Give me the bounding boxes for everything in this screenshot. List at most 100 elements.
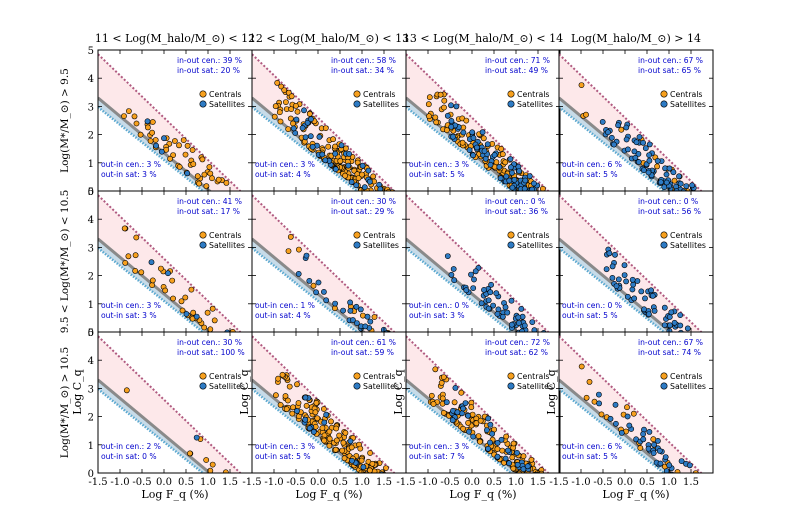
central-point xyxy=(441,97,448,104)
satellite-point xyxy=(485,415,492,422)
satellite-point xyxy=(507,164,514,171)
panel-r0-c0: in-out cen.: 39 %in-out sat.: 20 % out-in… xyxy=(88,46,253,198)
central-point xyxy=(203,457,210,463)
central-point xyxy=(194,173,201,180)
x-tick-label: -0.5 xyxy=(440,477,459,488)
y-tick-label: 1 xyxy=(88,441,94,452)
central-point xyxy=(322,125,329,132)
central-point xyxy=(149,119,156,125)
satellite-point xyxy=(349,317,356,323)
satellite-point xyxy=(466,147,473,153)
central-point xyxy=(341,455,348,462)
satellite-point xyxy=(302,416,309,423)
satellite-point xyxy=(353,320,360,326)
in-out-centrals-label: in-out cen.: 71 % xyxy=(485,56,550,65)
legend-label-satellites: Satellites xyxy=(209,241,245,250)
satellite-point xyxy=(499,313,506,320)
satellite-point xyxy=(514,449,520,456)
central-point xyxy=(371,314,378,320)
satellite-point xyxy=(641,306,647,313)
out-in-centrals-label: out-in cen.: 3 % xyxy=(101,301,161,310)
satellite-point xyxy=(640,431,646,437)
satellite-point xyxy=(471,276,477,283)
satellite-point xyxy=(678,458,685,464)
central-point xyxy=(277,118,284,125)
central-point xyxy=(189,147,196,153)
central-point xyxy=(170,152,176,158)
satellite-point xyxy=(606,250,613,257)
x-axis-label-2: Log F_q (%) xyxy=(295,488,362,501)
satellite-point xyxy=(524,463,531,470)
satellite-point xyxy=(353,182,360,189)
legend-marker-satellites xyxy=(353,100,361,108)
satellite-point xyxy=(634,278,641,284)
satellite-point xyxy=(612,251,618,258)
central-point xyxy=(460,425,466,432)
central-point xyxy=(272,103,279,110)
satellite-point xyxy=(470,152,476,159)
satellite-point xyxy=(526,173,533,179)
central-point xyxy=(314,415,321,422)
panel-r0-c2: in-out cen.: 71 %in-out sat.: 49 % out-in… xyxy=(405,49,561,192)
satellite-point xyxy=(519,328,525,332)
x-tick-label: 0.5 xyxy=(486,477,502,488)
satellite-point xyxy=(663,468,670,473)
satellite-point xyxy=(640,139,646,146)
central-point xyxy=(157,265,164,272)
y-tick-label: 4 xyxy=(88,356,94,367)
panel-frame xyxy=(405,331,561,474)
central-point xyxy=(390,496,395,501)
central-point xyxy=(521,190,525,191)
central-point xyxy=(162,287,169,294)
satellite-point xyxy=(465,412,471,419)
central-point xyxy=(310,282,317,289)
satellite-point xyxy=(633,139,640,146)
satellite-point xyxy=(663,179,670,186)
y-tick-label: 0 xyxy=(88,328,94,339)
satellite-point xyxy=(448,124,455,130)
legend-marker-satellites xyxy=(660,241,668,249)
satellite-point xyxy=(541,330,547,332)
satellite-point xyxy=(684,325,691,332)
satellite-point xyxy=(484,141,491,148)
legend-marker-satellites xyxy=(353,382,361,390)
satellite-point xyxy=(332,166,339,173)
satellite-point xyxy=(677,180,684,187)
central-point xyxy=(290,404,296,411)
central-point xyxy=(692,470,699,473)
panel-r0-c1: in-out cen.: 58 %in-out sat.: 34 % out-in… xyxy=(251,49,407,192)
legend-marker-centrals xyxy=(353,231,361,239)
central-point xyxy=(206,164,213,170)
satellite-point xyxy=(531,180,537,187)
panel-plot-area xyxy=(98,194,242,332)
y-tick-label: 3 xyxy=(88,384,94,395)
satellite-point xyxy=(516,320,522,326)
y-tick-label: 2 xyxy=(88,272,94,283)
panel-plot-area xyxy=(98,335,242,473)
central-point xyxy=(286,383,293,390)
panel-r1-c0: in-out cen.: 41 %in-out sat.: 17 % out-in… xyxy=(88,187,253,339)
central-point xyxy=(169,277,176,284)
legend-label-satellites: Satellites xyxy=(517,382,553,391)
central-point xyxy=(544,495,549,500)
satellite-point xyxy=(304,119,311,126)
in-out-centrals-label: in-out cen.: 0 % xyxy=(485,197,545,206)
satellite-point xyxy=(658,179,664,185)
panel-r2-c2: in-out cen.: 72 %in-out sat.: 62 % out-in… xyxy=(392,331,561,500)
central-point xyxy=(624,404,630,411)
y-tick-label: 5 xyxy=(88,328,94,339)
satellite-point xyxy=(646,141,653,148)
legend-marker-satellites xyxy=(507,382,515,390)
central-point xyxy=(425,101,432,108)
satellite-point xyxy=(518,305,525,312)
satellite-point xyxy=(346,150,352,157)
central-point xyxy=(326,435,333,442)
satellite-point xyxy=(347,307,354,314)
satellite-point xyxy=(299,125,306,131)
legend-label-centrals: Centrals xyxy=(363,90,395,99)
central-point xyxy=(439,395,446,402)
central-point xyxy=(287,233,294,240)
out-in-satellites-label: out-in sat: 5 % xyxy=(562,311,618,320)
satellite-point xyxy=(485,305,492,312)
satellite-point xyxy=(165,270,171,277)
